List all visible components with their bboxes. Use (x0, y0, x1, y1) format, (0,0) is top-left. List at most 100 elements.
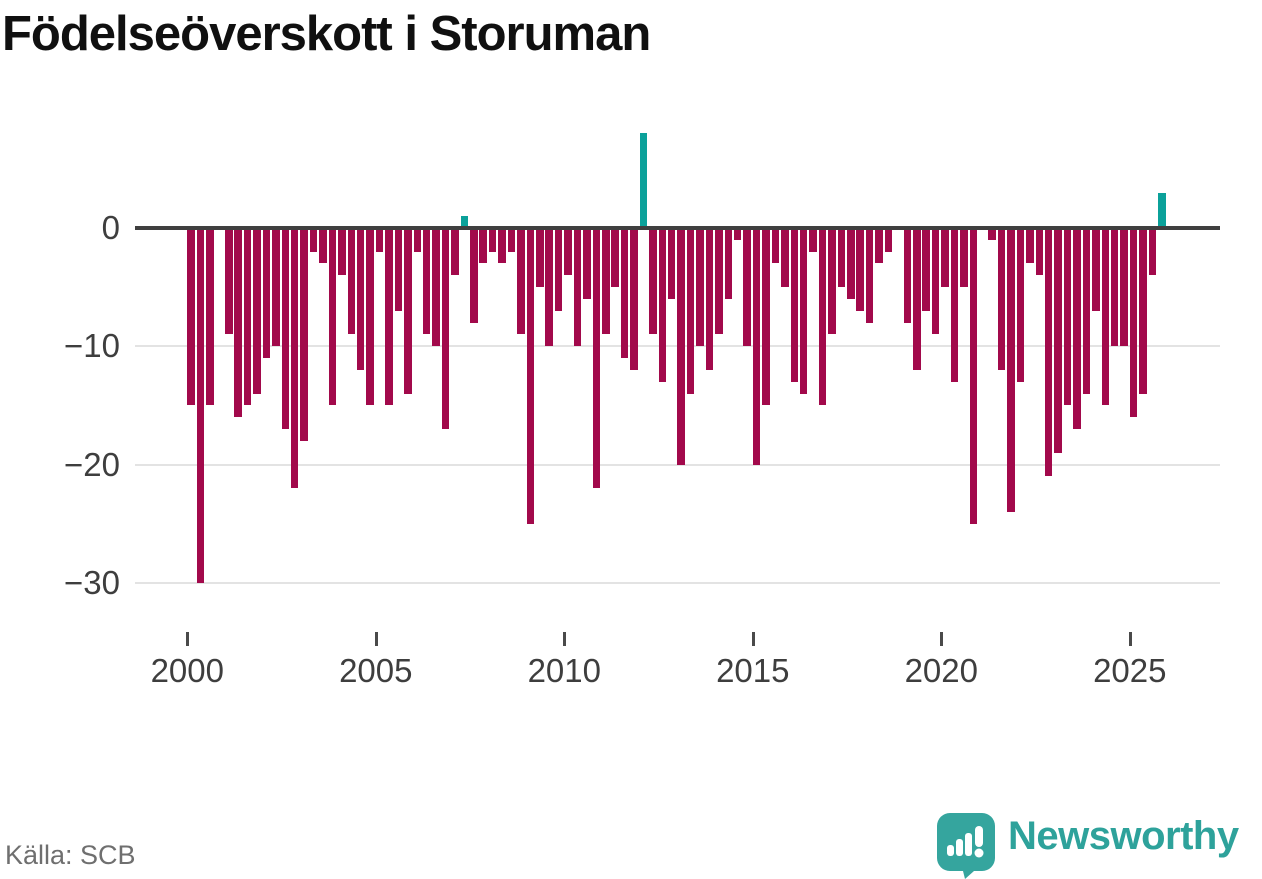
bar-negative (809, 228, 817, 252)
bar-negative (630, 228, 638, 370)
x-axis-tick-label: 2025 (1093, 652, 1167, 689)
bar-negative (1035, 228, 1044, 276)
bar-negative (375, 228, 384, 252)
bar-negative (762, 228, 770, 406)
bar-negative (818, 228, 827, 406)
bar-negative (1044, 228, 1053, 477)
y-axis-tick-label: −20 (64, 445, 120, 483)
bar-negative (658, 228, 667, 382)
bar-negative (611, 228, 619, 288)
bar-negative (1101, 228, 1110, 406)
bar-negative (253, 228, 261, 394)
bar-negative (997, 228, 1006, 370)
bar-negative (262, 228, 271, 359)
bar-negative (394, 228, 403, 311)
bar-negative (545, 228, 553, 347)
bar-negative (366, 228, 374, 406)
bar-negative (752, 228, 761, 465)
bar-negative (526, 228, 535, 524)
bar-negative (196, 228, 205, 583)
source-note: Källa: SCB (5, 840, 136, 870)
bar-negative (733, 228, 742, 240)
bar-negative (338, 228, 346, 276)
bar-negative (1120, 228, 1128, 347)
bar-negative (187, 228, 195, 406)
bar-negative (441, 228, 450, 430)
bar-positive (639, 133, 648, 228)
bar-negative (234, 228, 242, 418)
bar-negative (865, 228, 874, 323)
bar-negative (272, 228, 280, 347)
bar-negative (903, 228, 912, 323)
x-axis-tick (186, 632, 190, 646)
newsworthy-logo: Newsworthy (936, 812, 1262, 879)
bar-negative (1026, 228, 1034, 264)
bar-negative (856, 228, 864, 311)
x-axis-tick (563, 632, 567, 646)
bar-negative (479, 228, 487, 264)
bar-negative (319, 228, 327, 264)
x-axis-tick (940, 632, 944, 646)
bar-negative (451, 228, 459, 276)
bar-negative (300, 228, 308, 441)
bar-negative (1073, 228, 1081, 430)
bar-negative (1016, 228, 1025, 382)
bar-negative (592, 228, 601, 489)
bar-negative (988, 228, 996, 240)
y-axis-tick-label: −30 (64, 563, 120, 601)
bar-negative (1054, 228, 1062, 453)
bar-negative (686, 228, 695, 394)
bar-negative (385, 228, 393, 406)
bar-negative (488, 228, 497, 252)
bar-negative (1092, 228, 1100, 311)
bar-negative (677, 228, 685, 465)
bar-negative (404, 228, 412, 394)
y-axis-tick-label: −10 (64, 327, 120, 365)
bar-negative (837, 228, 846, 288)
bar-negative (620, 228, 629, 359)
bar-negative (715, 228, 723, 335)
page-title: Födelseöverskott i Storuman (2, 7, 651, 61)
bar-negative (517, 228, 525, 335)
bar-negative (309, 228, 318, 252)
bar-negative (875, 228, 883, 264)
bar-negative (771, 228, 780, 264)
bar-negative (1063, 228, 1072, 406)
bar-negative (328, 228, 337, 406)
bar-negative (281, 228, 290, 430)
x-axis-tick (1128, 632, 1132, 646)
bar-positive (1158, 192, 1166, 228)
bar-negative (913, 228, 921, 370)
bar-negative (941, 228, 949, 288)
bar-negative (705, 228, 714, 370)
bar-negative (206, 228, 214, 406)
bar-negative (649, 228, 657, 335)
x-axis-tick-label: 2010 (527, 652, 601, 689)
bar-negative (536, 228, 544, 288)
x-axis-zero-line (135, 226, 1220, 230)
bar-negative (356, 228, 365, 370)
bar-negative (1129, 228, 1138, 418)
y-axis-tick-label: 0 (101, 209, 120, 246)
bar-negative (225, 228, 233, 335)
bar-negative (243, 228, 252, 406)
bar-negative (950, 228, 959, 382)
gridline (135, 463, 1220, 466)
bar-negative (432, 228, 440, 347)
bar-negative (781, 228, 789, 288)
bar-negative (422, 228, 431, 335)
bar-negative (1082, 228, 1091, 394)
bar-negative (922, 228, 930, 311)
bar-negative (573, 228, 582, 347)
newsworthy-logo-icon (937, 813, 995, 879)
bar-negative (724, 228, 733, 299)
bar-negative (290, 228, 299, 489)
bar-negative (790, 228, 798, 382)
bar-negative (470, 228, 478, 323)
x-axis-tick-label: 2000 (150, 652, 224, 689)
bar-negative (960, 228, 968, 288)
gridline (135, 581, 1220, 584)
bar-negative (1110, 228, 1119, 347)
